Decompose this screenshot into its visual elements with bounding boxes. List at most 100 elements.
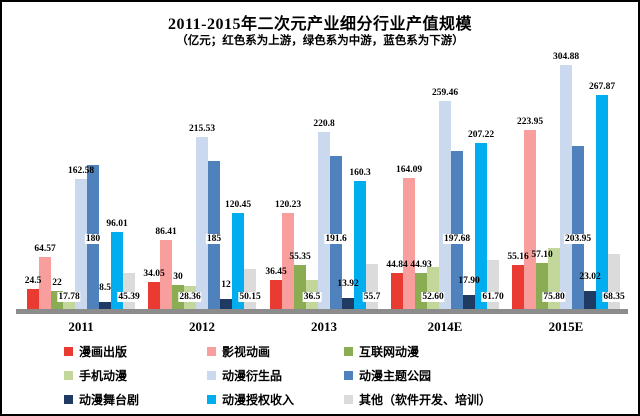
bar-value-label: 17.90 [458, 276, 480, 286]
bar: 120.23 [275, 200, 301, 309]
x-axis-label: 2014E [427, 319, 463, 334]
bar-value-label: 52.60 [421, 292, 445, 302]
bar-value-label: 45.39 [117, 292, 141, 302]
legend-item: 影视动画 [207, 343, 270, 360]
bar-value-label: 36.45 [265, 267, 287, 277]
bar: 304.88 [553, 52, 579, 309]
legend-item: 动漫舞台剧 [64, 391, 139, 408]
bar-value-label: 160.3 [349, 168, 371, 178]
bar: 55.7 [362, 264, 382, 309]
bar-value-label: 36.5 [302, 292, 322, 302]
bar-value-label: 180 [84, 234, 102, 244]
legend-label: 动漫主题公园 [359, 369, 432, 383]
bar: 86.41 [155, 227, 177, 309]
bar: 215.53 [189, 124, 215, 309]
bar: 207.22 [468, 130, 494, 309]
bar: 36.45 [265, 267, 287, 309]
legend-swatch-icon [207, 395, 216, 404]
bar-value-label: 17.78 [57, 292, 81, 302]
bar: 45.39 [117, 273, 141, 309]
bar-value-label: 23.02 [579, 272, 601, 282]
legend-item: 动漫主题公园 [344, 367, 431, 384]
bar: 120.45 [225, 200, 251, 309]
legend-item: 互联网动漫 [344, 343, 419, 360]
x-axis-label: 2013 [311, 319, 337, 334]
bar: 55.16 [507, 252, 529, 309]
bar-value-label: 64.57 [34, 244, 56, 254]
legend-label: 手机动漫 [79, 369, 128, 383]
bar-value-label: 120.45 [224, 200, 252, 210]
bar: 61.70 [481, 260, 505, 309]
bar: 44.84 [386, 260, 408, 309]
bar-value-label: 55.35 [289, 252, 311, 262]
x-axis-label: 2015E [548, 319, 584, 334]
bar-value-label: 267.87 [588, 82, 616, 92]
legend-item: 漫画出版 [64, 343, 127, 360]
legend-label: 漫画出版 [79, 345, 128, 359]
legend-swatch-icon [64, 347, 73, 356]
legend-label: 动漫衍生品 [222, 369, 283, 383]
bar: 24.5 [25, 276, 41, 309]
legend-swatch-icon [64, 395, 73, 404]
bar: 203.95 [563, 146, 593, 309]
bar: 64.57 [34, 244, 56, 309]
legend-swatch-icon [207, 371, 216, 380]
bar: 162.58 [68, 166, 94, 309]
legend-item: 动漫衍生品 [207, 367, 282, 384]
legend-label: 其他（软件开发、培训） [359, 393, 492, 407]
legend-item: 动漫授权收入 [207, 391, 294, 408]
x-axis-line [16, 309, 628, 314]
bar: 197.68 [442, 151, 472, 309]
x-axis-label: 2011 [68, 319, 94, 334]
bar: 160.3 [349, 168, 371, 309]
bar-value-label: 203.95 [563, 234, 593, 244]
legend-item: 其他（软件开发、培训） [344, 391, 491, 408]
bar-value-label: 28.36 [178, 292, 202, 302]
bar: 267.87 [589, 82, 615, 309]
legend-item: 手机动漫 [64, 367, 127, 384]
bar-value-label: 50.15 [238, 292, 262, 302]
legend-swatch-icon [344, 347, 353, 356]
bar: 185 [205, 161, 223, 309]
bar: 30 [172, 272, 184, 309]
x-axis-label: 2012 [189, 319, 215, 334]
bar: 191.6 [324, 156, 348, 309]
bar-value-label: 30 [173, 272, 183, 282]
bar-value-label: 68.35 [602, 292, 626, 302]
bar-value-label: 44.84 [386, 260, 408, 270]
bar-value-label: 191.6 [324, 234, 348, 244]
bar-value-label: 34.05 [143, 269, 165, 279]
bar-value-label: 304.88 [552, 52, 580, 62]
legend-swatch-icon [64, 371, 73, 380]
bar-value-label: 8.5 [99, 283, 111, 293]
bar: 50.15 [238, 269, 262, 309]
bar-value-label: 185 [205, 234, 223, 244]
bar-value-label: 220.8 [313, 119, 335, 129]
bar: 8.5 [99, 283, 111, 309]
bar: 13.92 [337, 279, 359, 309]
bar: 36.5 [302, 280, 322, 309]
bar-value-label: 55.7 [362, 292, 382, 302]
chart-subtitle: （亿元；红色系为上游，绿色系为中游，蓝色系为下游） [176, 35, 464, 47]
bar-value-label: 22 [52, 278, 62, 288]
bar-value-label: 24.5 [24, 276, 42, 286]
bar-value-label: 197.68 [442, 234, 472, 244]
bar-value-label: 223.95 [516, 117, 544, 127]
bar: 23.02 [579, 272, 601, 309]
bar: 220.8 [313, 119, 335, 309]
legend-label: 动漫授权收入 [222, 393, 295, 407]
bar: 44.93 [410, 260, 432, 309]
bar-value-label: 207.22 [467, 130, 495, 140]
bar: 12 [220, 280, 232, 309]
bar: 57.10 [531, 250, 553, 309]
bar: 68.35 [602, 254, 626, 309]
bar: 34.05 [143, 269, 165, 309]
legend-label: 影视动画 [222, 345, 271, 359]
bar: 96.01 [106, 219, 128, 309]
bar-value-label: 259.46 [431, 88, 459, 98]
bar-value-label: 164.09 [395, 165, 423, 175]
bar-value-label: 44.93 [410, 260, 432, 270]
bar: 17.78 [57, 292, 81, 309]
bar: 75.80 [542, 248, 566, 309]
